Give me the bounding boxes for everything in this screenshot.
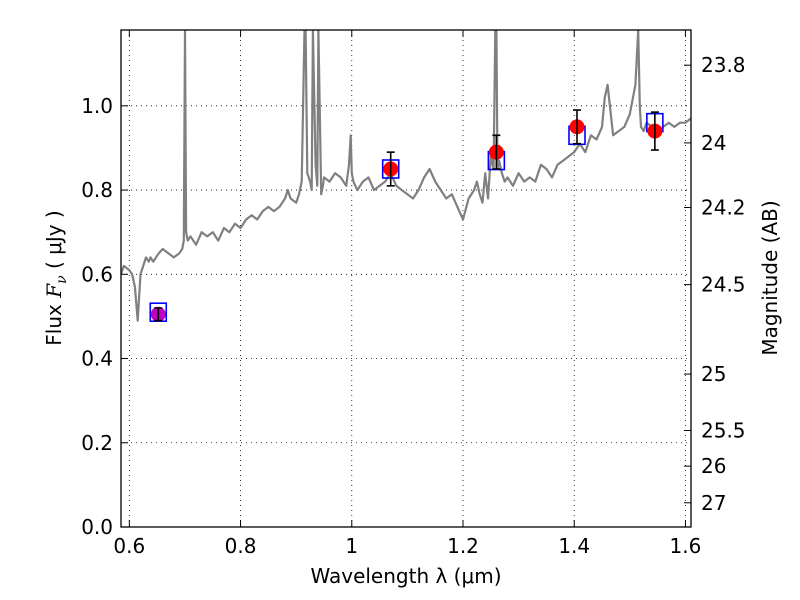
x-tick-label: 1: [345, 534, 358, 558]
y-axis-label-symbol: F: [42, 283, 66, 299]
plot-frame: [120, 29, 692, 528]
spectrum-line: [121, 30, 691, 322]
y2-tick-label: 24.5: [701, 273, 746, 297]
y2-tick-label: 24: [701, 131, 726, 155]
y-axis-label: Flux Fν ( μJy ): [42, 210, 70, 345]
y2-axis-label: Magnitude (AB): [758, 200, 782, 355]
y2-tick-label: 23.8: [701, 53, 746, 77]
x-tick-label: 1.2: [447, 534, 479, 558]
series-layer: [121, 30, 691, 322]
y-tick-label: 0.2: [81, 431, 113, 455]
x-tick-label: 1.4: [558, 534, 590, 558]
x-axis-label: Wavelength λ (μm): [310, 564, 501, 588]
y2-tick-label: 26: [701, 454, 726, 478]
x-tick-label: 0.6: [113, 534, 145, 558]
y2-tick-label: 27: [701, 491, 726, 515]
y-axis-label-prefix: Flux: [42, 298, 66, 346]
x-tick-label: 1.6: [670, 534, 702, 558]
y2-tick-label: 25: [701, 362, 726, 386]
y-tick-label: 0.0: [81, 515, 113, 539]
ticks-layer: 0.6 0.8 1 1.2 1.4 1.6 0.0 0.2 0.4 0.6 0.8 1.0 23.8 24…: [81, 30, 746, 558]
y-axis-label-subscript: ν: [54, 275, 70, 284]
y-tick-label: 0.8: [81, 178, 113, 202]
y-tick-label: 0.4: [81, 347, 113, 371]
y-tick-label: 0.6: [81, 262, 113, 286]
y2-tick-label: 25.5: [701, 419, 746, 443]
x-tick-label: 0.8: [225, 534, 257, 558]
y2-tick-label: 24.2: [701, 195, 746, 219]
y-axis-label-unit: ( μJy ): [42, 210, 66, 275]
y-tick-label: 1.0: [81, 94, 113, 118]
